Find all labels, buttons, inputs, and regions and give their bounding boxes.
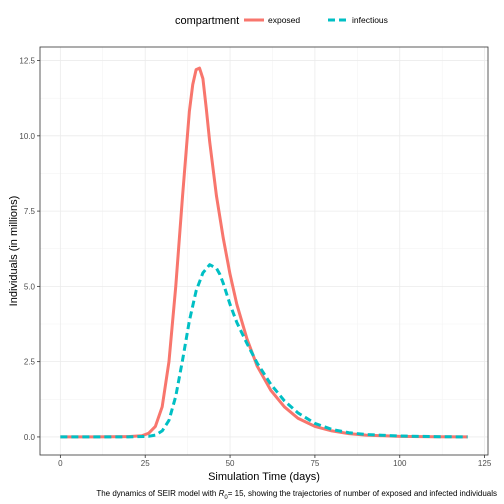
caption-symbol: R [219,489,225,498]
legend-label-infectious: infectious [352,15,388,25]
x-tick-label: 125 [478,459,492,468]
series-line-infectious [60,263,468,439]
x-axis-title: Simulation Time (days) [208,471,320,483]
x-tick-label: 75 [310,459,319,468]
x-tick-label: 25 [141,459,150,468]
figure-caption: The dynamics of SEIR model with R0= 15, … [96,489,497,501]
series-layer [60,66,468,439]
caption-subscript: 0 [224,495,228,501]
y-tick-label: 10.0 [19,132,35,141]
legend: compartment exposed infectious [175,15,388,27]
panel-border [39,46,489,456]
caption-before: The dynamics of SEIR model with [96,489,218,498]
y-tick-label: 2.5 [24,358,36,367]
series-line-exposed [60,66,468,439]
axis-ticks: 0 25 50 75 100 125 0.0 2.5 5.0 7.5 10.0 12.5 [19,57,491,468]
legend-label-exposed: exposed [268,15,300,25]
y-tick-label: 12.5 [19,57,35,66]
grid-major [40,47,488,455]
caption-after: = 15, showing the trajectories of number… [228,489,497,498]
x-tick-label: 0 [58,459,63,468]
x-tick-label: 100 [393,459,407,468]
y-tick-label: 0.0 [24,433,36,442]
grid-minor [40,47,488,455]
x-tick-label: 50 [226,459,235,468]
legend-title: compartment [175,15,239,27]
y-tick-label: 7.5 [24,207,36,216]
y-axis-title: Individuals (in millions) [8,196,20,307]
y-tick-label: 5.0 [24,282,36,291]
